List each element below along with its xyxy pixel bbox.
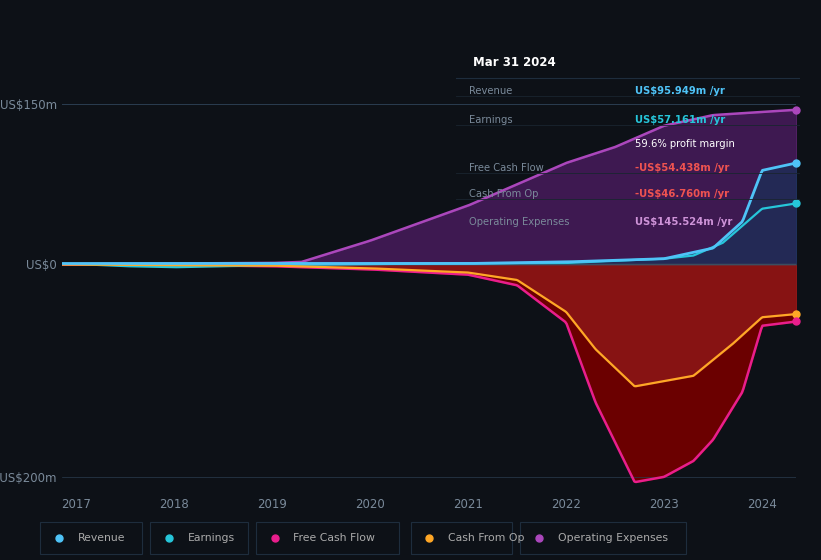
Text: Free Cash Flow: Free Cash Flow bbox=[470, 163, 544, 173]
Text: 59.6% profit margin: 59.6% profit margin bbox=[635, 139, 735, 149]
Text: Operating Expenses: Operating Expenses bbox=[470, 217, 570, 227]
Text: Revenue: Revenue bbox=[470, 86, 513, 96]
Bar bbox=[255, 522, 399, 554]
Text: -US$54.438m /yr: -US$54.438m /yr bbox=[635, 163, 729, 173]
Text: Earnings: Earnings bbox=[470, 115, 513, 124]
Text: Operating Expenses: Operating Expenses bbox=[557, 533, 667, 543]
Text: US$145.524m /yr: US$145.524m /yr bbox=[635, 217, 732, 227]
Bar bbox=[40, 522, 142, 554]
Text: Free Cash Flow: Free Cash Flow bbox=[293, 533, 375, 543]
Text: Mar 31 2024: Mar 31 2024 bbox=[473, 56, 556, 69]
Text: US$95.949m /yr: US$95.949m /yr bbox=[635, 86, 725, 96]
Bar bbox=[520, 522, 686, 554]
Text: Earnings: Earnings bbox=[188, 533, 235, 543]
Text: Cash From Op: Cash From Op bbox=[470, 189, 539, 199]
Text: -US$46.760m /yr: -US$46.760m /yr bbox=[635, 189, 729, 199]
Text: US$57.161m /yr: US$57.161m /yr bbox=[635, 115, 725, 124]
Text: Cash From Op: Cash From Op bbox=[448, 533, 525, 543]
Bar bbox=[410, 522, 512, 554]
Text: Revenue: Revenue bbox=[78, 533, 126, 543]
Bar bbox=[150, 522, 248, 554]
